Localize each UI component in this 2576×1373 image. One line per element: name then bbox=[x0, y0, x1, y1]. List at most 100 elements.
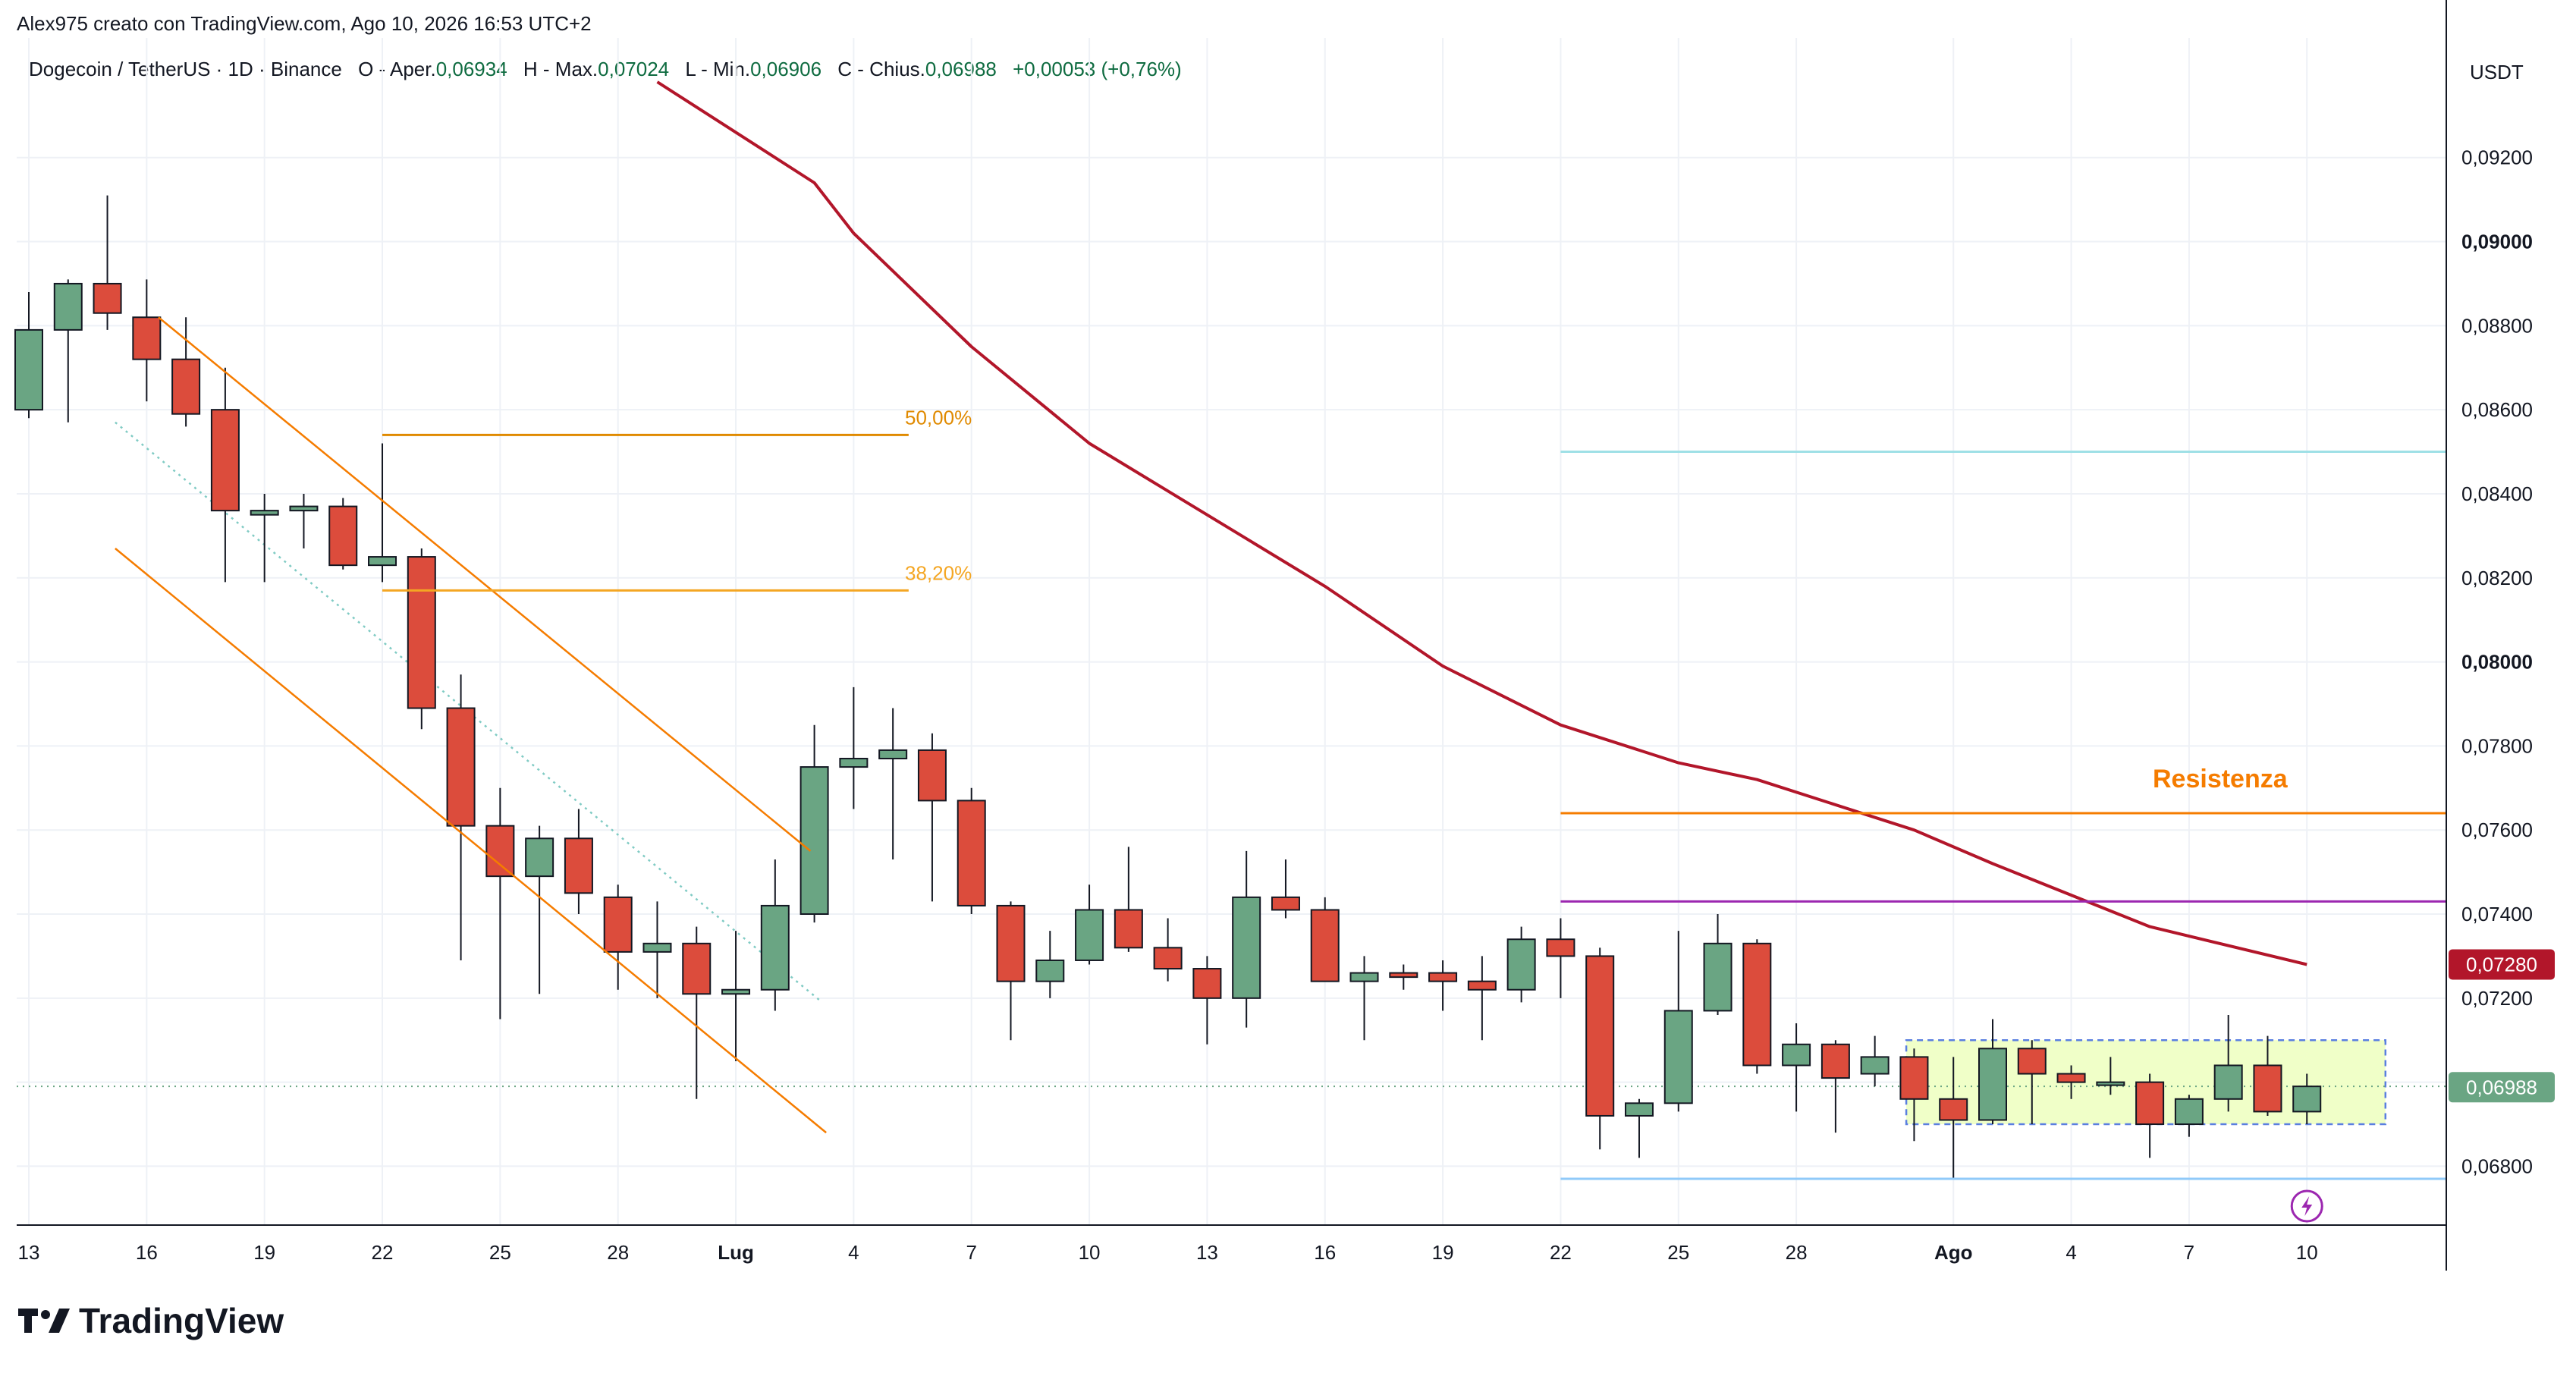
candle-down bbox=[2056, 1065, 2086, 1099]
candle-up bbox=[1782, 1023, 1811, 1112]
y-tick-label: 0,07200 bbox=[2461, 987, 2533, 1010]
candle-down bbox=[564, 809, 593, 915]
candle-body bbox=[603, 896, 633, 953]
candle-body bbox=[2135, 1081, 2165, 1126]
legend-open-value: 0,06934 bbox=[435, 58, 507, 80]
candle-body bbox=[93, 282, 122, 314]
candle-up bbox=[2213, 1014, 2243, 1112]
candle-body bbox=[368, 556, 397, 567]
candle-up bbox=[368, 443, 397, 583]
x-tick-label: 13 bbox=[18, 1241, 40, 1264]
candle-body bbox=[878, 749, 908, 760]
candle-body bbox=[1742, 942, 1772, 1067]
candle-body bbox=[14, 328, 43, 411]
moving-average-line bbox=[656, 80, 2307, 966]
x-tick-label: 7 bbox=[966, 1241, 976, 1264]
candle-down bbox=[1428, 960, 1458, 1011]
candle-body bbox=[957, 800, 986, 906]
candle-down bbox=[171, 317, 201, 427]
legend-close-value: 0,06988 bbox=[925, 58, 997, 80]
channel-line bbox=[115, 548, 827, 1134]
candle-down bbox=[1585, 947, 1615, 1150]
top-credit: Alex975 creato con TradingView.com, Ago … bbox=[17, 12, 592, 35]
candle-down bbox=[1820, 1040, 1850, 1133]
candle-up bbox=[760, 859, 790, 1011]
x-tick-label: 4 bbox=[848, 1241, 859, 1264]
price-tag-label: 0,07280 bbox=[2466, 953, 2537, 976]
candle-body bbox=[328, 505, 358, 567]
y-tick-label: 0,08800 bbox=[2461, 314, 2533, 337]
candle-body bbox=[1467, 980, 1497, 991]
candle-up bbox=[289, 493, 319, 548]
candle-up bbox=[642, 901, 672, 998]
candle-body bbox=[996, 904, 1026, 982]
candle-up bbox=[1978, 1019, 2007, 1125]
fib-level-label: 50,00% bbox=[905, 406, 972, 429]
y-tick-label: 0,08600 bbox=[2461, 398, 2533, 421]
candle-up bbox=[250, 493, 279, 583]
x-tick-label: 7 bbox=[2184, 1241, 2194, 1264]
price-tag bbox=[2449, 949, 2555, 980]
candle-down bbox=[1153, 918, 1183, 982]
candle-body bbox=[564, 837, 593, 894]
price-tag-label: 0,06988 bbox=[2466, 1076, 2537, 1098]
candle-down bbox=[1939, 1057, 1968, 1180]
candle-down bbox=[132, 279, 162, 402]
candle-down bbox=[2017, 1040, 2047, 1125]
candle-body bbox=[2213, 1064, 2243, 1100]
y-tick-label: 0,06800 bbox=[2461, 1155, 2533, 1177]
candle-body bbox=[721, 988, 751, 995]
candle-down bbox=[1271, 859, 1300, 919]
legend-symbol[interactable]: Dogecoin / TetherUS · 1D · Binance bbox=[29, 58, 342, 80]
x-tick-label: Lug bbox=[718, 1241, 754, 1264]
x-tick-label: 10 bbox=[1079, 1241, 1101, 1264]
candle-down bbox=[1310, 897, 1340, 982]
candle-body bbox=[1114, 909, 1143, 949]
x-tick-label: 28 bbox=[1786, 1241, 1808, 1264]
candle-body bbox=[1192, 968, 1222, 999]
candle-down bbox=[328, 498, 358, 570]
candle-down bbox=[1467, 956, 1497, 1041]
candle-down bbox=[603, 884, 633, 990]
candle-up bbox=[1703, 914, 1733, 1015]
candle-up bbox=[1035, 931, 1065, 998]
candle-up bbox=[839, 686, 869, 809]
x-tick-label: 25 bbox=[489, 1241, 511, 1264]
candle-body bbox=[682, 942, 712, 995]
legend-change: +0,00053 (+0,76%) bbox=[1013, 58, 1182, 80]
candle-body bbox=[1506, 938, 1536, 991]
candle-body bbox=[1899, 1056, 1929, 1100]
y-tick-label: 0,07400 bbox=[2461, 903, 2533, 925]
x-tick-label: 22 bbox=[1550, 1241, 1572, 1264]
y-tick-label: 0,08200 bbox=[2461, 567, 2533, 589]
y-axis-unit: USDT bbox=[2470, 61, 2524, 83]
candle-body bbox=[250, 510, 279, 516]
candle-body bbox=[289, 505, 319, 512]
x-tick-label: 22 bbox=[372, 1241, 394, 1264]
candle-body bbox=[760, 904, 790, 991]
lightning-icon bbox=[2290, 1189, 2323, 1223]
candle-body bbox=[1703, 942, 1733, 1012]
axes: 0,068000,070000,072000,074000,076000,078… bbox=[17, 0, 2555, 1271]
candle-body bbox=[1075, 909, 1104, 961]
x-tick-label: 25 bbox=[1667, 1241, 1689, 1264]
candle-up bbox=[525, 825, 554, 994]
candle-up bbox=[1506, 926, 1536, 1003]
x-tick-label: 13 bbox=[1196, 1241, 1218, 1264]
x-tick-label: 19 bbox=[1432, 1241, 1454, 1264]
candles bbox=[14, 195, 2322, 1180]
legend-close-label: C - Chius. bbox=[837, 58, 925, 80]
candle-body bbox=[2096, 1081, 2125, 1086]
candle-body bbox=[1232, 896, 1261, 999]
x-tick-label: 16 bbox=[1314, 1241, 1336, 1264]
candle-down bbox=[93, 195, 122, 330]
brand-logo[interactable]: TradingView bbox=[18, 1300, 284, 1341]
candle-up bbox=[1624, 1098, 1654, 1158]
candle-body bbox=[1860, 1056, 1890, 1075]
candle-body bbox=[2292, 1086, 2322, 1113]
channel-line bbox=[158, 316, 812, 852]
candle-down bbox=[407, 548, 436, 730]
y-tick-label: 0,07800 bbox=[2461, 734, 2533, 757]
candle-up bbox=[2174, 1095, 2204, 1137]
